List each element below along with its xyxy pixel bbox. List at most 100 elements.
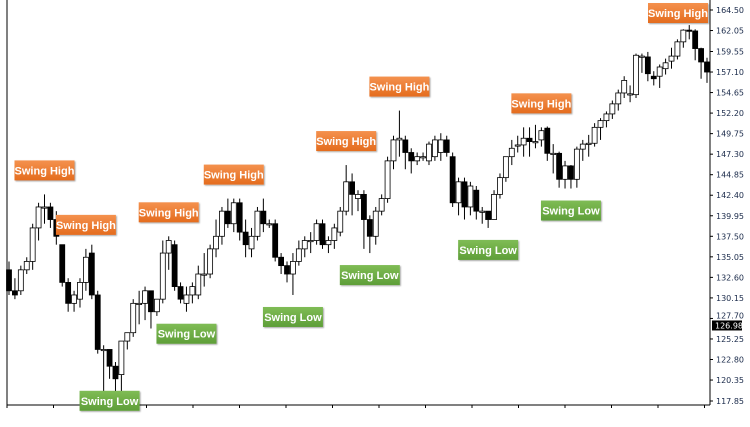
candle <box>313 219 320 245</box>
bull-candle-body <box>207 248 214 275</box>
candle <box>639 53 645 73</box>
bull-candle-body <box>579 143 586 150</box>
label-text: Swing Low <box>264 312 322 324</box>
candle <box>390 135 397 170</box>
label-box <box>138 202 199 223</box>
bull-candle-body <box>195 273 202 296</box>
candle <box>674 39 681 60</box>
candle <box>556 151 563 188</box>
candle <box>290 253 296 295</box>
candle <box>219 206 225 245</box>
candle <box>260 198 267 233</box>
bull-candle-body <box>426 143 432 162</box>
bull-candle-body <box>118 340 125 375</box>
bull-candle-body <box>668 55 675 62</box>
y-tick-label: 125.25 <box>716 335 744 344</box>
bull-candle-body <box>514 144 521 147</box>
bull-candle-body <box>615 92 622 105</box>
label-text: Swing High <box>56 220 116 232</box>
swing-high-label: Swing High <box>14 160 75 181</box>
bull-candle-body <box>331 227 338 241</box>
swing-high-label: Swing High <box>369 76 430 97</box>
candle <box>361 190 367 249</box>
y-tick-label: 137.50 <box>716 232 744 241</box>
swing-low-label: Swing Low <box>458 239 519 260</box>
bull-candle-body <box>159 252 166 300</box>
candle <box>266 219 273 228</box>
bear-candle-body <box>366 219 373 237</box>
label-box <box>540 200 601 221</box>
candle <box>6 261 12 295</box>
bull-candle-body <box>41 206 48 209</box>
bull-candle-body <box>662 62 669 70</box>
bull-candle-body <box>520 137 527 146</box>
candles <box>6 25 710 400</box>
candle <box>355 190 361 212</box>
label-text: Swing Low <box>341 270 399 282</box>
bear-candle-body <box>526 137 533 142</box>
bear-candle-body <box>65 282 72 304</box>
candle <box>100 345 107 396</box>
candle <box>47 202 54 228</box>
bear-candle-body <box>704 61 710 73</box>
candle <box>538 127 545 147</box>
candle <box>71 290 77 312</box>
candle <box>77 278 83 308</box>
candle <box>159 240 166 304</box>
bear-candle-body <box>278 256 285 267</box>
bull-candle-body <box>142 290 148 304</box>
candle <box>603 111 610 128</box>
bear-candle-body <box>361 193 367 220</box>
bear-candle-body <box>106 349 113 367</box>
candle <box>396 110 403 157</box>
candle <box>692 29 699 61</box>
label-box <box>339 265 400 286</box>
bear-candle-body <box>473 189 480 212</box>
y-tick-label: 132.60 <box>716 273 744 282</box>
candle <box>372 206 379 245</box>
bull-candle-body <box>603 113 610 122</box>
bull-candle-body <box>532 141 539 144</box>
candle <box>136 290 143 325</box>
candle <box>65 278 72 312</box>
candle <box>384 156 391 203</box>
candle <box>41 194 48 224</box>
candle <box>207 244 214 279</box>
candle <box>201 253 208 287</box>
bull-candle-body <box>219 210 225 237</box>
bull-candle-body <box>17 269 24 292</box>
bull-candle-body <box>680 29 687 43</box>
candle <box>301 236 308 258</box>
swing-high-label: Swing High <box>316 131 376 152</box>
candle <box>621 76 628 99</box>
candle <box>485 210 492 228</box>
label-text: Swing High <box>204 170 264 182</box>
label-text: Swing High <box>648 8 708 20</box>
label-box <box>203 164 264 185</box>
bull-candle-body <box>325 240 332 246</box>
candle <box>94 290 101 354</box>
swing-high-label: Swing High <box>55 214 116 235</box>
bull-candle-body <box>562 165 568 180</box>
candle <box>414 152 421 166</box>
label-text: Swing Low <box>81 396 139 408</box>
candle <box>609 100 616 119</box>
candle <box>59 244 66 287</box>
bull-candle-body <box>455 181 462 204</box>
candle <box>627 85 634 103</box>
candle <box>17 265 24 295</box>
swing-high-label: Swing High <box>648 3 708 23</box>
candle <box>307 232 314 254</box>
bull-candle-body <box>372 210 379 237</box>
bull-candle-body <box>633 54 639 96</box>
bear-candle-body <box>319 223 326 246</box>
candle <box>284 261 290 283</box>
candle <box>148 290 154 329</box>
candle <box>343 165 350 216</box>
label-box <box>369 76 430 97</box>
candle <box>124 332 131 350</box>
bull-candle-body <box>307 240 314 243</box>
bull-candle-body <box>35 206 42 229</box>
label-text: Swing High <box>316 136 376 148</box>
